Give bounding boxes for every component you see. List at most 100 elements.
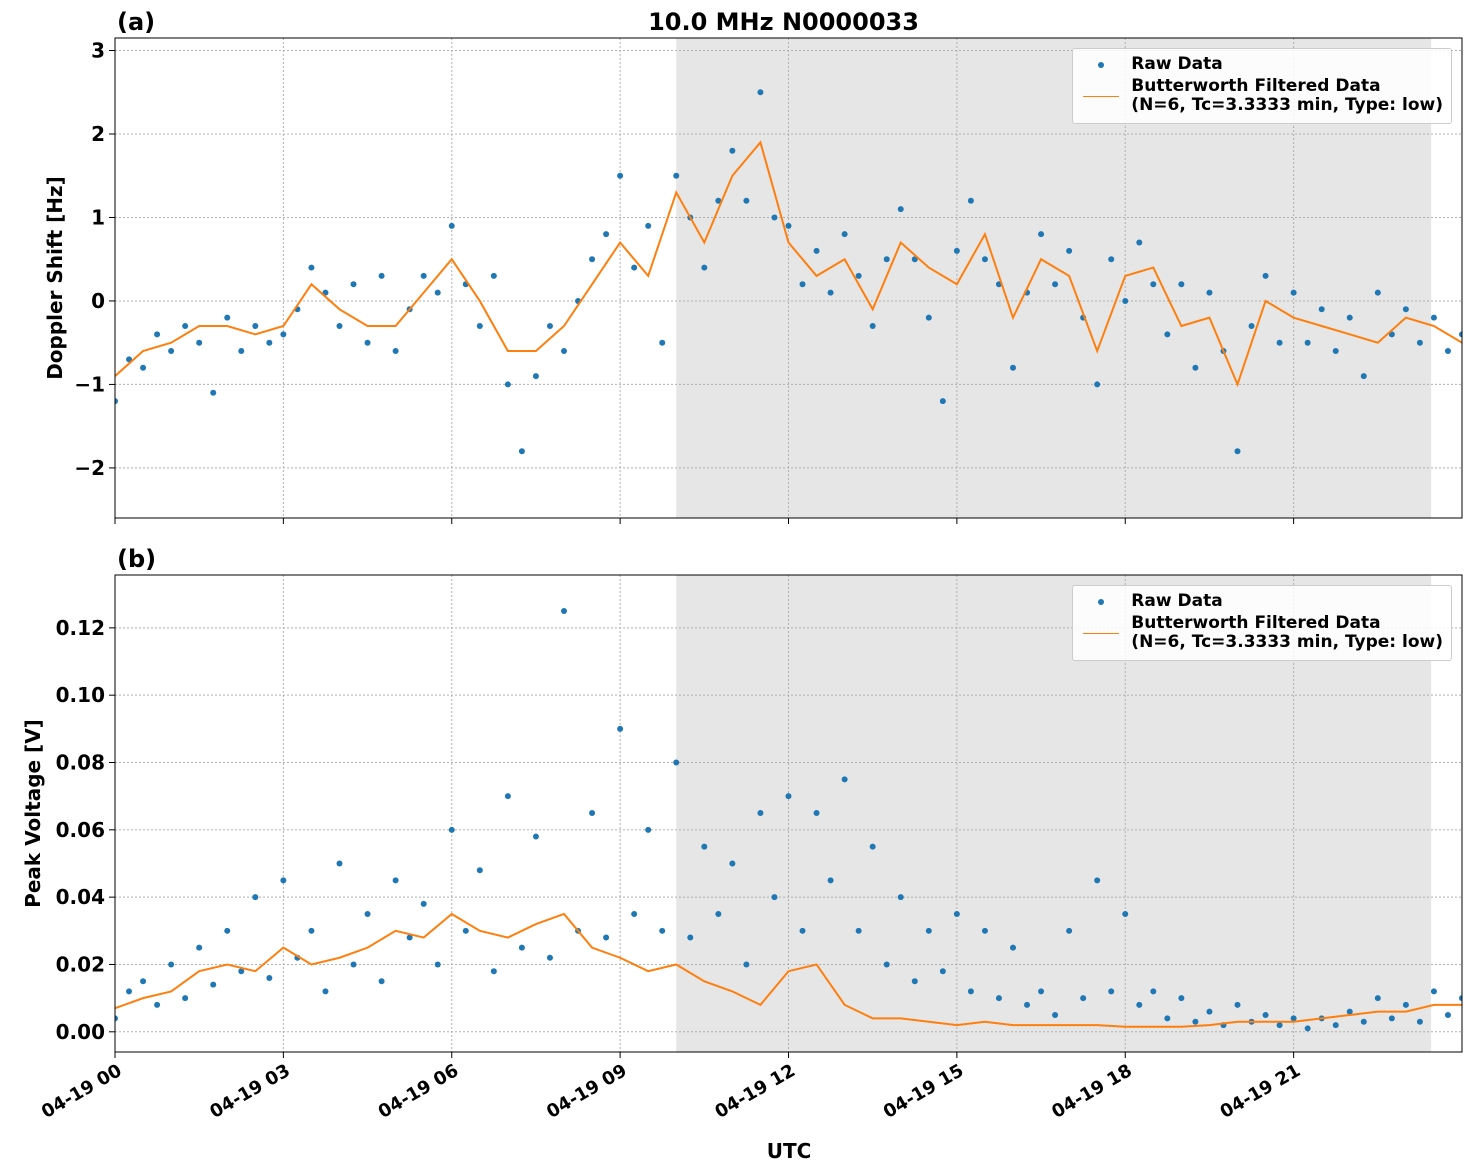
raw-point [1052, 1011, 1059, 1018]
raw-point [210, 389, 217, 396]
raw-point [729, 860, 736, 867]
raw-point [757, 89, 764, 96]
raw-point [336, 860, 343, 867]
raw-point [434, 961, 441, 968]
raw-point [1262, 1011, 1269, 1018]
y-tick-label: −2 [74, 456, 105, 480]
raw-point [1276, 1022, 1283, 1029]
raw-point [1346, 1008, 1353, 1015]
raw-point [532, 373, 539, 380]
raw-point [140, 364, 147, 371]
x-tick-label: 04-19 06 [375, 1060, 462, 1123]
raw-point [1262, 272, 1269, 279]
raw-point [589, 256, 596, 263]
raw-point [420, 900, 427, 907]
raw-point [168, 348, 175, 355]
raw-point [1374, 289, 1381, 296]
raw-point [252, 894, 259, 901]
raw-point [813, 247, 820, 254]
legend-label: Butterworth Filtered Data (N=6, Tc=3.333… [1131, 613, 1443, 652]
legend-key [1083, 96, 1120, 97]
raw-point [1459, 331, 1462, 338]
raw-point [1164, 1015, 1171, 1022]
raw-point [855, 927, 862, 934]
raw-point [827, 877, 834, 884]
y-tick-label: 0.10 [56, 683, 105, 707]
raw-point [799, 927, 806, 934]
raw-point [701, 843, 708, 850]
raw-point [841, 231, 848, 238]
y-tick-label: 0.12 [56, 616, 105, 640]
raw-point [1038, 988, 1045, 995]
raw-point [757, 809, 764, 816]
panel-label: (a) [117, 8, 155, 36]
raw-point [224, 927, 231, 934]
raw-point [1122, 910, 1129, 917]
raw-point [364, 910, 371, 917]
raw-point [1192, 364, 1199, 371]
raw-point [743, 197, 750, 204]
x-axis-label: UTC [767, 1139, 812, 1163]
raw-point [1024, 1001, 1031, 1008]
raw-point [1010, 364, 1016, 371]
raw-point [813, 809, 820, 816]
raw-point [1206, 289, 1213, 296]
raw-point [266, 339, 273, 346]
raw-point [532, 833, 539, 840]
raw-point [238, 348, 245, 355]
raw-point [1080, 995, 1087, 1002]
raw-point [1304, 339, 1311, 346]
raw-point [392, 877, 399, 884]
raw-point [981, 927, 988, 934]
raw-point [1318, 306, 1325, 313]
raw-point [855, 272, 862, 279]
y-tick-label: 0.04 [56, 885, 105, 909]
legend-key [1098, 599, 1105, 605]
raw-point [518, 448, 525, 455]
x-tick-label: 04-19 18 [1048, 1060, 1135, 1123]
raw-point [1332, 1022, 1339, 1029]
legend-key [1098, 62, 1105, 68]
raw-point [729, 147, 736, 154]
raw-point [154, 1001, 161, 1008]
raw-point [589, 809, 596, 816]
raw-point [448, 222, 455, 229]
legend-label: Raw Data [1131, 591, 1223, 611]
raw-point [1360, 373, 1367, 380]
raw-point [1094, 381, 1101, 388]
raw-point [631, 264, 638, 271]
raw-point [981, 256, 988, 263]
filtered-line [115, 912, 1462, 1028]
raw-point [350, 281, 357, 288]
raw-point [827, 289, 834, 296]
raw-point [126, 988, 133, 995]
raw-point [995, 995, 1002, 1002]
raw-point [1192, 1018, 1199, 1025]
raw-point [1164, 331, 1171, 338]
raw-point [645, 826, 652, 833]
raw-point [546, 323, 553, 329]
raw-point [1178, 281, 1185, 288]
raw-point [1108, 988, 1115, 995]
raw-point [1290, 289, 1297, 296]
panel-label: (b) [117, 545, 156, 573]
raw-point [1346, 314, 1353, 321]
plot-frame [114, 37, 1463, 519]
legend-entry: Butterworth Filtered Data (N=6, Tc=3.333… [1079, 77, 1443, 115]
raw-point [196, 339, 203, 346]
raw-point [911, 978, 918, 985]
raw-point [1444, 348, 1451, 355]
raw-point [939, 398, 946, 405]
raw-point [140, 978, 147, 985]
legend-label: Butterworth Filtered Data (N=6, Tc=3.333… [1131, 76, 1443, 115]
legend-key [1083, 633, 1120, 634]
y-tick-label: 1 [91, 205, 105, 229]
raw-point [308, 264, 315, 271]
raw-point [771, 214, 778, 221]
y-tick-label: 0 [91, 289, 105, 313]
y-tick-label: 0.06 [56, 818, 105, 842]
raw-point [406, 934, 413, 941]
raw-point [1332, 348, 1339, 355]
raw-point [1402, 1001, 1409, 1008]
